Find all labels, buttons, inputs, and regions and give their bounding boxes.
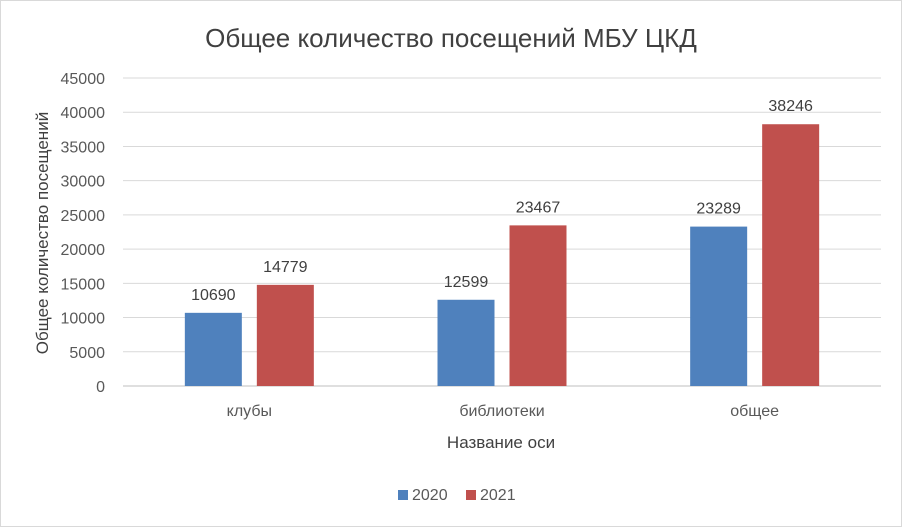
- legend: 2020 2021: [398, 487, 516, 504]
- y-tick-label: 45000: [61, 71, 106, 88]
- gridlines: [123, 77, 881, 387]
- bar: [762, 124, 820, 386]
- data-label: 38246: [768, 98, 813, 115]
- y-tick-label: 15000: [61, 276, 106, 293]
- y-tick-label: 35000: [61, 139, 106, 156]
- y-tick-label: 40000: [61, 105, 106, 122]
- legend-label: 2021: [480, 487, 516, 504]
- y-tick-label: 5000: [69, 345, 105, 362]
- data-label: 12599: [444, 274, 489, 291]
- x-axis-ticks: клубы библиотеки общее: [227, 403, 780, 420]
- data-label: 23289: [696, 201, 741, 218]
- y-tick-label: 0: [96, 379, 105, 396]
- data-label: 10690: [191, 287, 236, 304]
- data-label: 23467: [516, 199, 561, 216]
- chart-title: Общее количество посещений МБУ ЦКД: [205, 23, 697, 53]
- y-axis-label: Общее количество посещений: [33, 112, 52, 354]
- y-axis-ticks: 0 5000 10000 15000 20000 25000 30000 35000 40000…: [61, 71, 106, 396]
- bars: [184, 124, 820, 386]
- y-tick-label: 30000: [61, 174, 106, 191]
- y-tick-label: 20000: [61, 242, 106, 259]
- y-tick-label: 10000: [61, 311, 106, 328]
- bar: [690, 226, 748, 386]
- x-tick-label: общее: [730, 403, 779, 420]
- data-label: 14779: [263, 259, 308, 276]
- y-tick-label: 25000: [61, 208, 106, 225]
- bar: [256, 284, 314, 386]
- legend-label: 2020: [412, 487, 448, 504]
- bar: [509, 225, 567, 386]
- legend-swatch: [398, 490, 408, 500]
- bar: [184, 312, 242, 386]
- bar: [437, 299, 495, 386]
- legend-swatch: [466, 490, 476, 500]
- data-labels: 10690 14779 12599 23467 23289 38246: [191, 98, 813, 304]
- x-tick-label: библиотеки: [459, 403, 544, 420]
- x-axis-label: Название оси: [447, 433, 555, 452]
- x-tick-label: клубы: [227, 403, 272, 420]
